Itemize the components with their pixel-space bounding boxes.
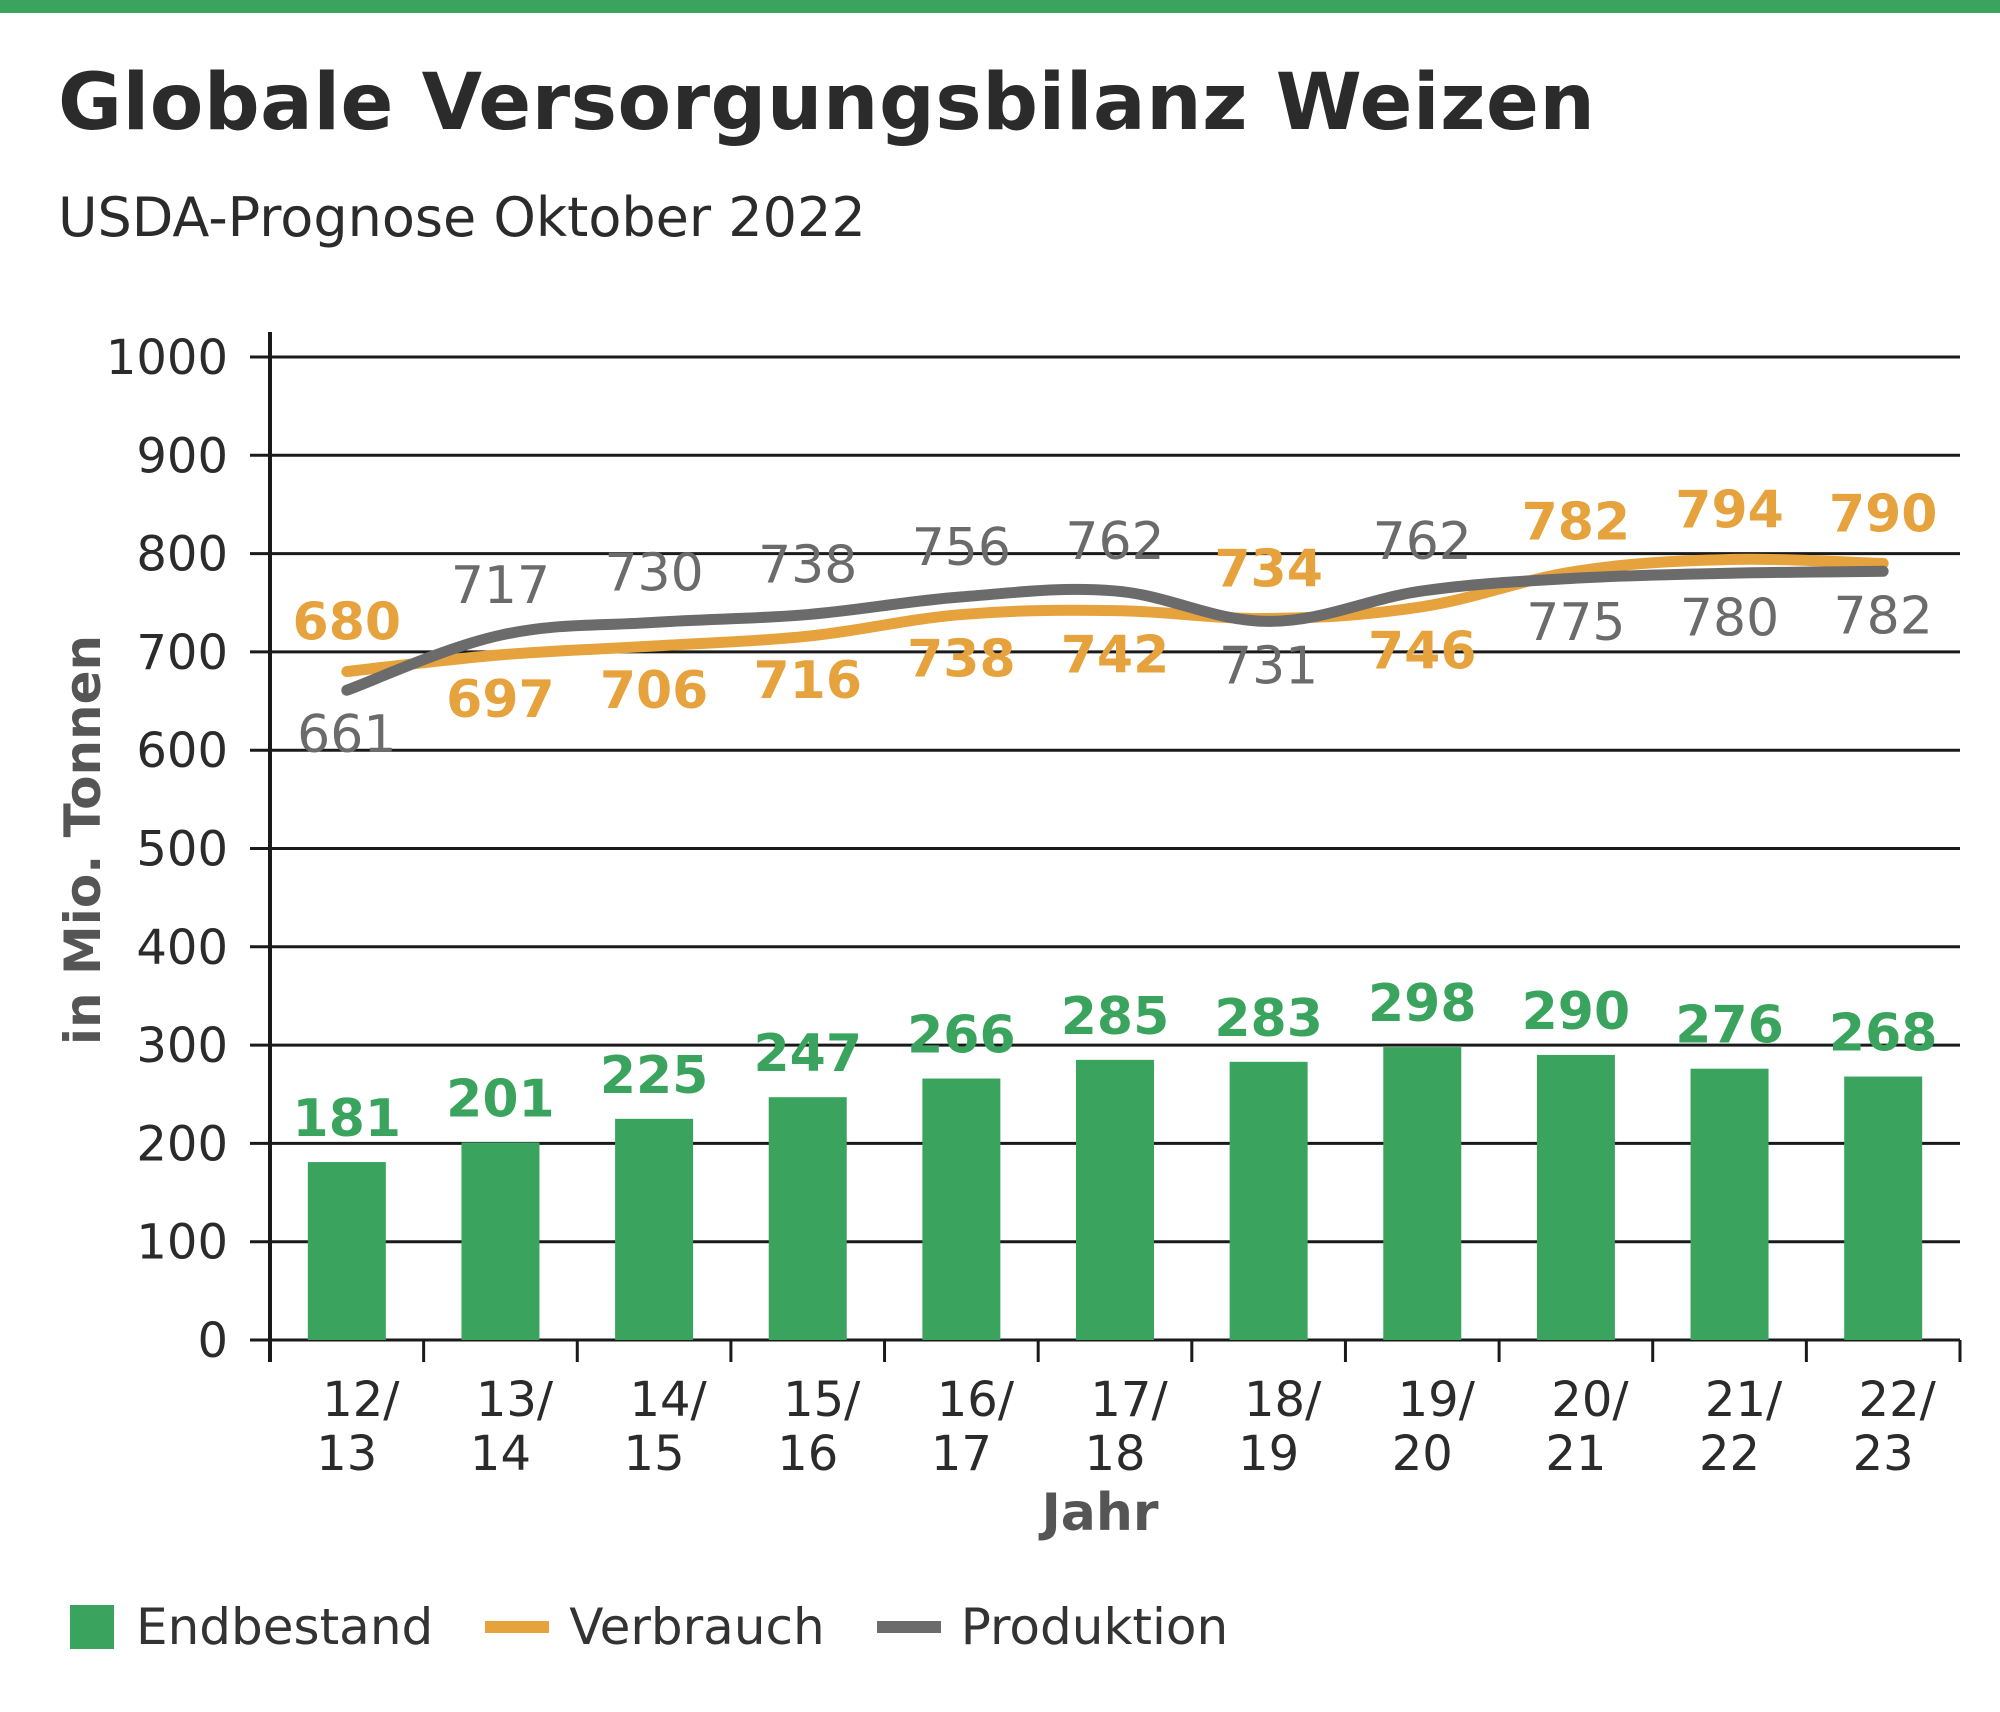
data-label-produktion: 775 [1526, 593, 1625, 653]
x-tick-label: 17/ [1090, 1372, 1168, 1428]
data-label-endbestand: 276 [1675, 996, 1784, 1056]
y-tick-label: 100 [136, 1215, 228, 1271]
bar-endbestand [1536, 1054, 1615, 1340]
data-label-verbrauch: 790 [1829, 484, 1938, 544]
x-tick-label: 19/ [1398, 1372, 1476, 1428]
y-tick-label: 900 [136, 428, 228, 484]
bar-endbestand [922, 1078, 1001, 1340]
data-label-endbestand: 283 [1214, 989, 1323, 1049]
x-tick-label: 12/ [322, 1372, 400, 1428]
chart-title: Globale Versorgungsbilanz Weizen [58, 58, 1596, 148]
legend-label-verbrauch: Verbrauch [569, 1598, 825, 1656]
legend-item-endbestand: Endbestand [70, 1598, 433, 1656]
chart-subtitle: USDA-Prognose Oktober 2022 [58, 186, 866, 249]
legend-swatch-verbrauch [485, 1621, 550, 1633]
data-label-endbestand: 290 [1522, 982, 1631, 1042]
top-accent-bar [0, 0, 2000, 13]
data-label-verbrauch: 697 [446, 670, 555, 730]
x-tick-label: 19 [1238, 1426, 1299, 1482]
x-tick-label: 15 [624, 1426, 685, 1482]
x-tick-label: 20 [1392, 1426, 1453, 1482]
data-label-produktion: 762 [1065, 512, 1164, 572]
y-tick-label: 500 [136, 822, 228, 878]
x-tick-label: 18/ [1244, 1372, 1322, 1428]
x-tick-label: 23 [1853, 1426, 1914, 1482]
data-label-endbestand: 268 [1829, 1004, 1938, 1064]
legend: Endbestand Verbrauch Produktion [70, 1598, 1280, 1656]
data-label-produktion: 782 [1834, 586, 1933, 646]
line-produktion [341, 565, 1889, 696]
data-label-produktion: 738 [758, 536, 857, 596]
data-label-endbestand: 201 [446, 1069, 555, 1129]
y-tick-label: 800 [136, 527, 228, 583]
data-label-produktion: 730 [604, 543, 703, 603]
data-label-produktion: 717 [451, 556, 550, 616]
y-tick-label: 200 [136, 1116, 228, 1172]
data-label-endbestand: 247 [753, 1024, 862, 1084]
y-tick-label: 400 [136, 920, 228, 976]
x-tick-label: 20/ [1551, 1372, 1629, 1428]
x-tick-label: 17 [931, 1426, 992, 1482]
x-tick-label: 16/ [937, 1372, 1015, 1428]
x-tick-label: 14 [470, 1426, 531, 1482]
bar-endbestand [1076, 1059, 1154, 1340]
bar-endbestand [1229, 1061, 1308, 1340]
x-tick-label: 16 [777, 1426, 838, 1482]
data-label-verbrauch: 742 [1061, 626, 1170, 686]
data-label-verbrauch: 716 [753, 651, 862, 711]
y-tick-label: 600 [136, 723, 228, 779]
bar-endbestand [1690, 1068, 1769, 1340]
y-tick-label: 1000 [106, 330, 228, 386]
bar-endbestand [1844, 1076, 1923, 1340]
x-tick-label: 13 [316, 1426, 377, 1482]
x-tick-label: 18 [1084, 1426, 1145, 1482]
data-label-endbestand: 266 [907, 1006, 1016, 1066]
data-label-endbestand: 285 [1061, 987, 1170, 1047]
x-tick-label: 15/ [783, 1372, 861, 1428]
data-label-produktion: 780 [1680, 588, 1779, 648]
y-tick-label: 0 [197, 1313, 228, 1369]
data-label-verbrauch: 738 [907, 630, 1016, 690]
data-label-verbrauch: 794 [1675, 480, 1784, 540]
x-tick-label: 13/ [476, 1372, 554, 1428]
data-label-produktion: 661 [297, 705, 396, 765]
x-tick-label: 22 [1699, 1426, 1760, 1482]
data-label-endbestand: 181 [293, 1089, 402, 1149]
data-label-produktion: 756 [912, 518, 1011, 578]
legend-item-verbrauch: Verbrauch [485, 1598, 825, 1656]
data-label-endbestand: 225 [600, 1046, 709, 1106]
bar-endbestand [307, 1162, 386, 1340]
legend-label-endbestand: Endbestand [136, 1598, 434, 1656]
legend-swatch-endbestand [70, 1605, 114, 1649]
data-label-verbrauch: 734 [1214, 539, 1323, 599]
x-tick-label: 14/ [629, 1372, 707, 1428]
bar-endbestand [768, 1097, 847, 1340]
data-label-verbrauch: 680 [293, 593, 402, 653]
data-label-produktion: 762 [1373, 512, 1472, 572]
line-verbrauch [341, 553, 1889, 678]
bar-endbestand [615, 1118, 694, 1340]
bar-endbestand [461, 1142, 540, 1340]
y-tick-label: 700 [136, 625, 228, 681]
y-axis-title: in Mio. Tonnen [54, 635, 112, 1045]
x-tick-label: 21/ [1705, 1372, 1783, 1428]
y-tick-label: 300 [136, 1018, 228, 1074]
x-tick-label: 22/ [1859, 1372, 1937, 1428]
data-label-verbrauch: 746 [1368, 622, 1477, 682]
x-axis-title: Jahr [1038, 1483, 1158, 1543]
data-label-produktion: 731 [1219, 636, 1318, 696]
legend-label-produktion: Produktion [960, 1598, 1229, 1656]
legend-item-produktion: Produktion [876, 1598, 1229, 1656]
legend-swatch-produktion [876, 1621, 941, 1633]
bar-endbestand [1383, 1047, 1462, 1340]
data-label-verbrauch: 706 [600, 661, 709, 721]
x-tick-label: 21 [1545, 1426, 1606, 1482]
data-label-endbestand: 298 [1368, 974, 1477, 1034]
data-label-verbrauch: 782 [1522, 492, 1631, 552]
